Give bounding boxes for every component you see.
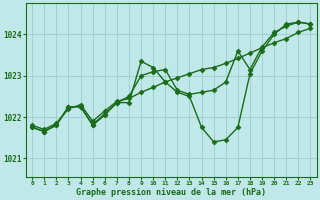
- X-axis label: Graphe pression niveau de la mer (hPa): Graphe pression niveau de la mer (hPa): [76, 188, 266, 197]
